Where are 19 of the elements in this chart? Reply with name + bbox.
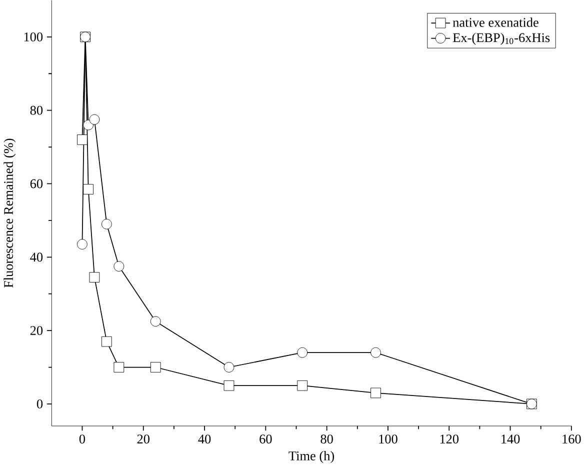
x-tick-label: 140 bbox=[502, 434, 520, 444]
x-tick-label: 40 bbox=[198, 434, 211, 444]
x-tick-label: 80 bbox=[320, 434, 333, 444]
y-tick-label: 20 bbox=[30, 326, 43, 336]
x-axis-title: Time (h) bbox=[288, 451, 334, 464]
x-tick-label: 160 bbox=[562, 434, 581, 444]
x-tick-label: 100 bbox=[379, 434, 398, 444]
y-tick-label: 60 bbox=[30, 179, 43, 188]
y-tick-label: 80 bbox=[30, 106, 43, 115]
legend-label: native exenatide bbox=[452, 18, 538, 28]
x-tick-label: 20 bbox=[137, 434, 150, 444]
x-tick-label: 120 bbox=[440, 434, 459, 444]
x-tick-label: 0 bbox=[79, 434, 86, 444]
legend-label: Ex-(EBP)$_{10}$-6xHis bbox=[452, 32, 550, 45]
y-tick-label: 40 bbox=[30, 252, 43, 262]
y-tick-label: 100 bbox=[24, 32, 43, 42]
y-tick-label: 0 bbox=[36, 400, 43, 409]
x-tick-label: 60 bbox=[260, 434, 272, 444]
y-axis-title: Fluorescence Remained (%) bbox=[4, 138, 16, 288]
